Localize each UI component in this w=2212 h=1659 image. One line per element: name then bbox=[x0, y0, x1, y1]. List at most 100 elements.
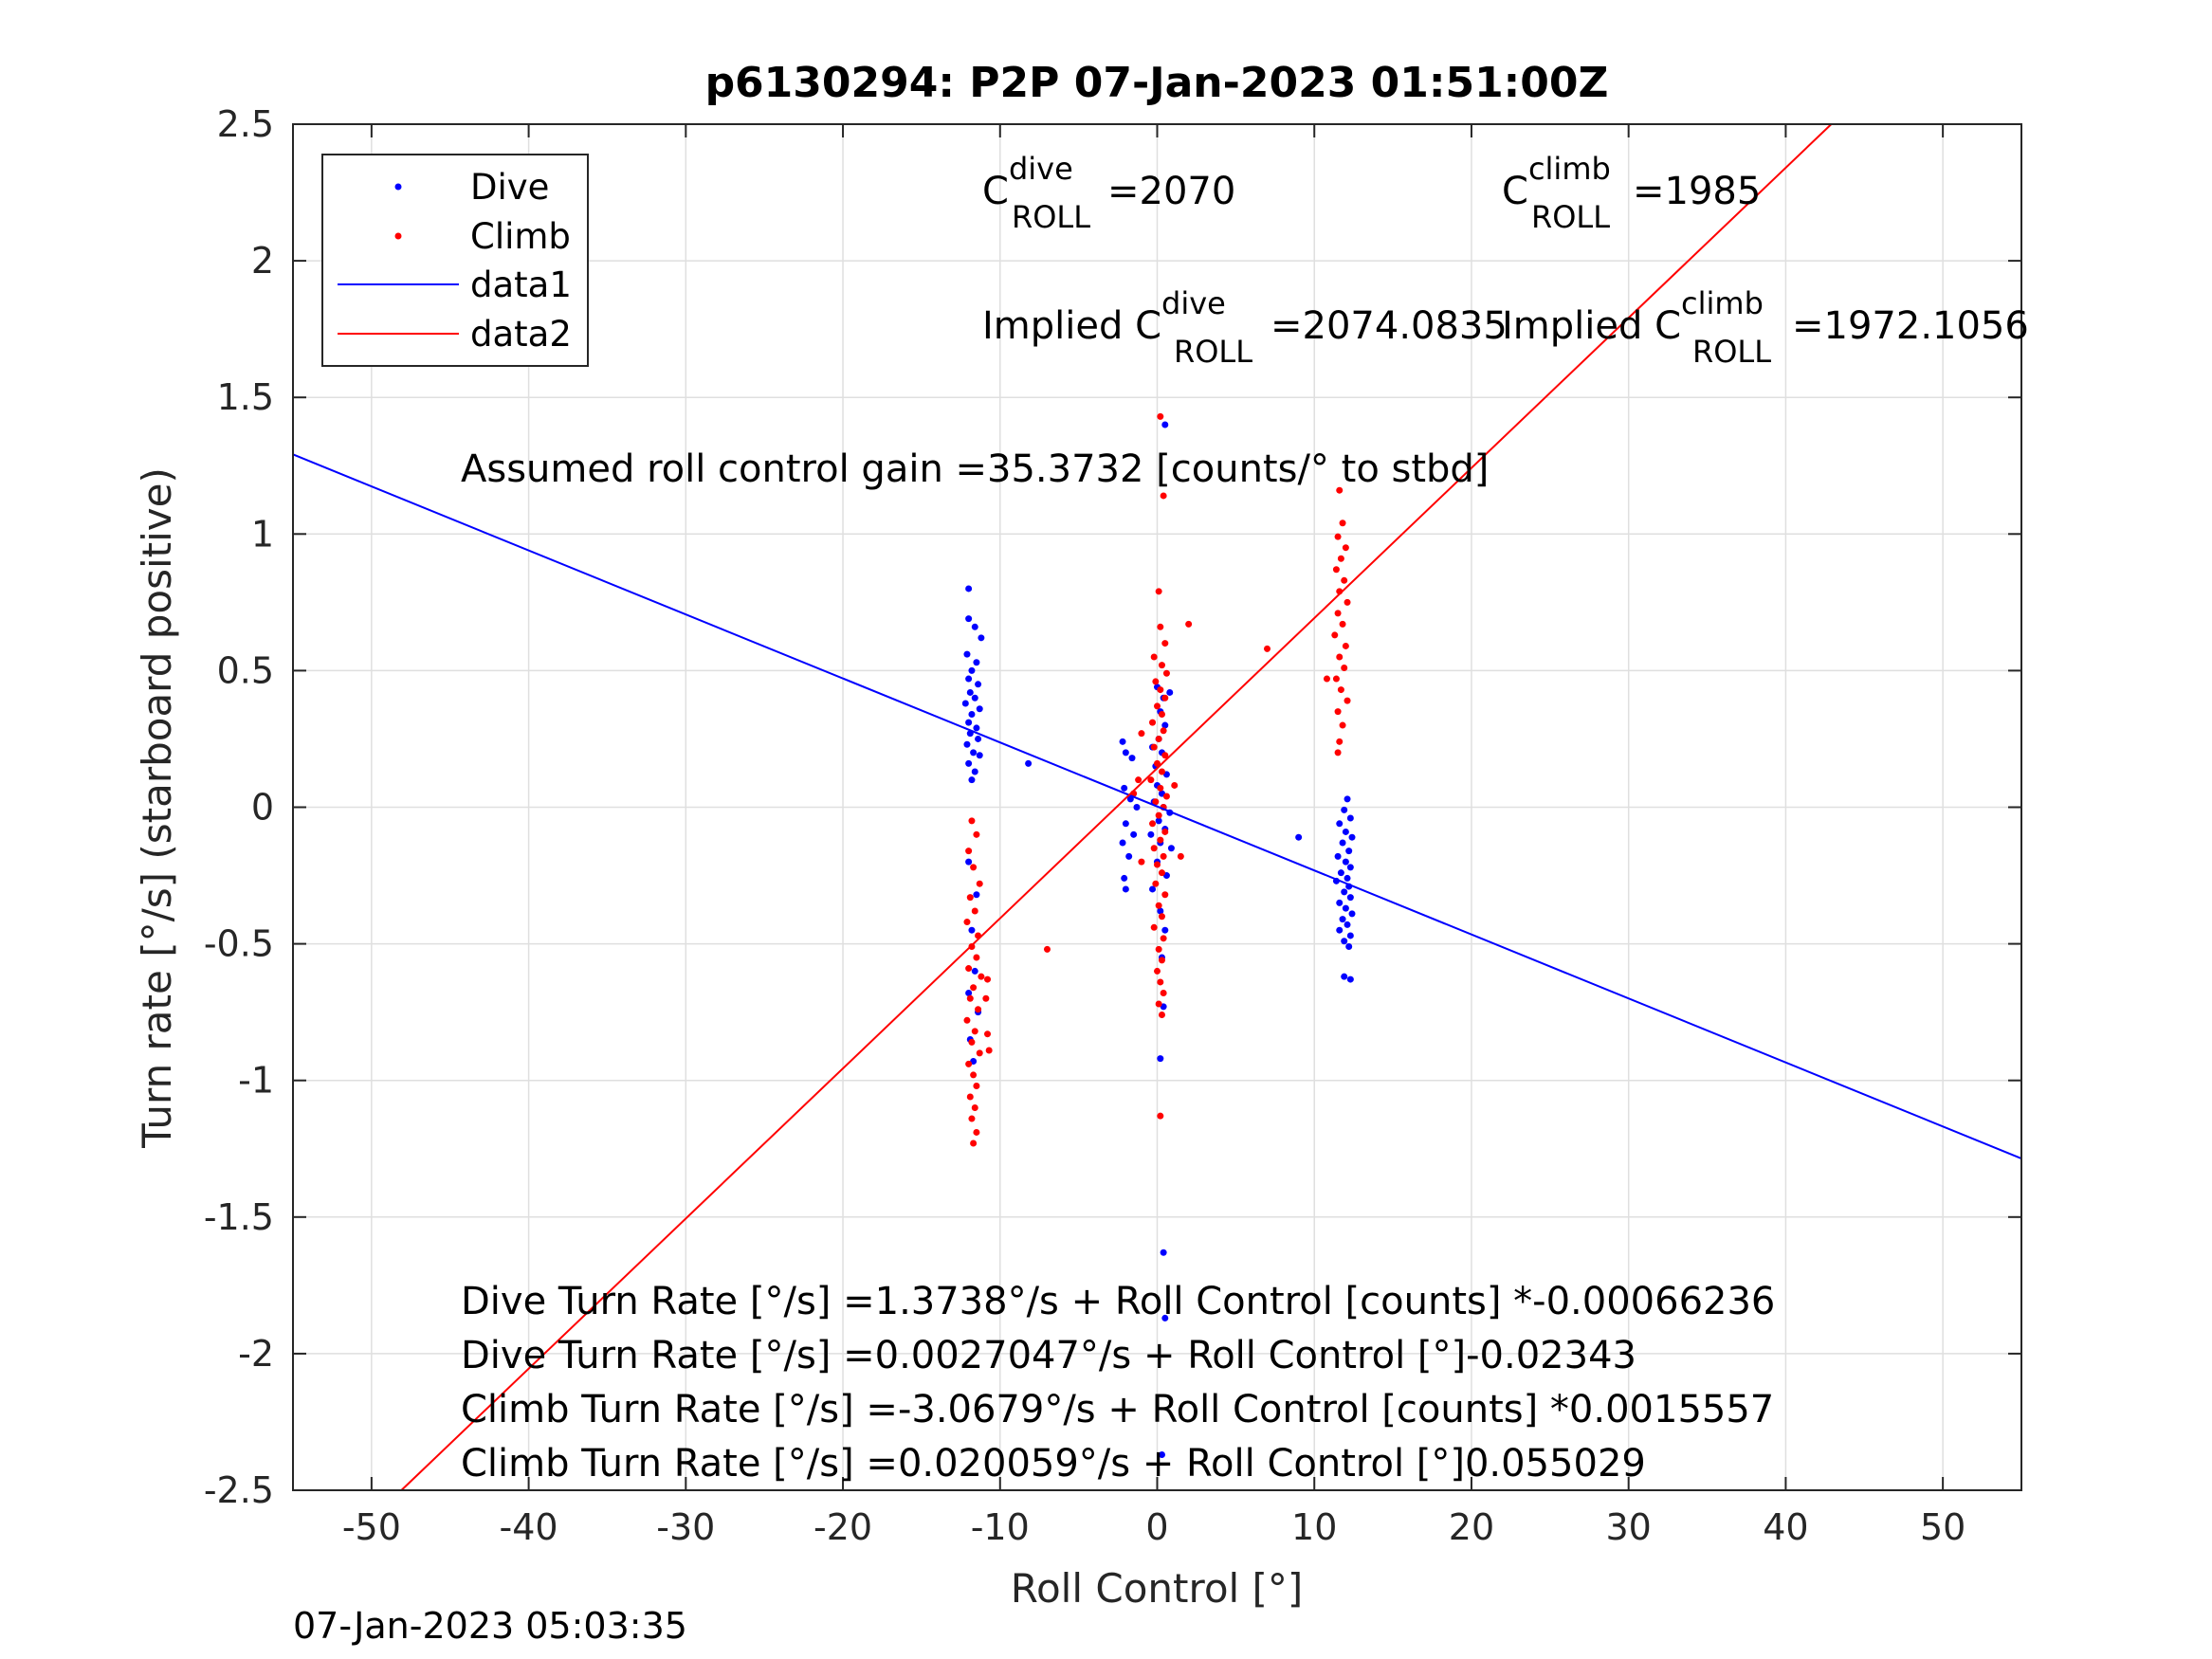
y-axis-label: Turn rate [°/s] (starboard positive) bbox=[134, 467, 180, 1149]
climb-point bbox=[1177, 852, 1184, 860]
dive-point bbox=[1341, 938, 1348, 945]
x-tick-label: 50 bbox=[1920, 1506, 1965, 1548]
climb-point bbox=[1332, 566, 1340, 574]
dive-point bbox=[1346, 814, 1354, 822]
dive-point bbox=[1157, 1055, 1164, 1063]
dive-point bbox=[1344, 795, 1351, 803]
climb-point bbox=[1138, 730, 1145, 738]
c-climb-value: =1985 bbox=[1633, 170, 1761, 213]
climb-point bbox=[1155, 588, 1162, 595]
climb-point bbox=[971, 1104, 978, 1112]
dive-point bbox=[973, 724, 980, 732]
dive-point bbox=[1122, 885, 1129, 893]
implied-dive-sup: dive bbox=[1161, 285, 1226, 321]
data2-fit-line bbox=[400, 123, 1833, 1491]
dive-point bbox=[1342, 904, 1349, 912]
dive-point bbox=[975, 735, 982, 742]
implied-dive-value: =2074.0835 bbox=[1271, 304, 1508, 348]
y-tick-label: 1 bbox=[251, 513, 274, 555]
climb-point bbox=[1152, 798, 1160, 806]
dive-point bbox=[970, 749, 978, 757]
climb-point bbox=[1160, 935, 1167, 942]
climb-point bbox=[1162, 669, 1170, 677]
dive-point bbox=[971, 623, 978, 630]
x-tick-label: -30 bbox=[656, 1506, 715, 1548]
x-tick-label: 10 bbox=[1291, 1506, 1337, 1548]
dive-point bbox=[965, 675, 973, 683]
dive-point bbox=[965, 989, 973, 996]
climb-point bbox=[1160, 989, 1167, 996]
dive-point bbox=[968, 776, 976, 784]
climb-point bbox=[1150, 743, 1158, 751]
dive-point bbox=[1025, 759, 1033, 767]
dive-point bbox=[1339, 839, 1346, 847]
y-tick-label: -1 bbox=[238, 1060, 274, 1102]
climb-point bbox=[976, 1049, 983, 1057]
climb-point bbox=[1339, 520, 1346, 527]
dive-point bbox=[1337, 869, 1344, 877]
dive-point bbox=[976, 752, 983, 759]
x-tick-label: -20 bbox=[814, 1506, 872, 1548]
x-tick-label: -50 bbox=[342, 1506, 401, 1548]
dive-point bbox=[1160, 1249, 1167, 1256]
climb-equation-degrees: Climb Turn Rate [°/s] =0.020059°/s + Rol… bbox=[461, 1442, 1646, 1486]
dive-point bbox=[1344, 874, 1351, 882]
dive-point bbox=[1346, 894, 1354, 902]
climb-point bbox=[1332, 675, 1340, 683]
climb-point bbox=[1160, 727, 1167, 735]
y-tick-label: 2 bbox=[251, 240, 274, 282]
climb-point bbox=[975, 1006, 982, 1013]
dive-point bbox=[1344, 921, 1351, 928]
climb-point bbox=[970, 984, 978, 992]
y-tick-label: -2.5 bbox=[204, 1469, 274, 1511]
data1-fit-line bbox=[292, 453, 2022, 1159]
legend-data2-label: data2 bbox=[470, 314, 572, 355]
climb-point bbox=[973, 1082, 980, 1089]
dive-point bbox=[1121, 874, 1128, 882]
dive-point bbox=[971, 768, 978, 775]
climb-point bbox=[970, 864, 978, 871]
climb-point bbox=[1157, 836, 1164, 844]
climb-point bbox=[1154, 759, 1161, 767]
climb-point bbox=[1161, 752, 1169, 759]
climb-point bbox=[1157, 1112, 1164, 1120]
y-tick-label: -1.5 bbox=[204, 1196, 274, 1238]
climb-point bbox=[1158, 768, 1165, 775]
climb-point bbox=[965, 965, 973, 973]
dive-point bbox=[1149, 885, 1157, 893]
dive-point bbox=[1346, 932, 1354, 939]
c-dive-sub: ROLL bbox=[1012, 199, 1090, 235]
dive-point bbox=[968, 926, 976, 934]
climb-point bbox=[1158, 711, 1165, 719]
dive-point bbox=[961, 700, 969, 707]
c-dive-sup: dive bbox=[1009, 151, 1073, 187]
y-tick-label: 0.5 bbox=[217, 649, 274, 691]
climb-point bbox=[1158, 1012, 1165, 1019]
legend-dive-marker bbox=[394, 183, 402, 191]
implied-climb-sup: climb bbox=[1681, 285, 1764, 321]
dive-point bbox=[1128, 755, 1136, 762]
climb-point bbox=[1155, 1000, 1162, 1008]
climb-point bbox=[965, 1060, 973, 1067]
climb-point bbox=[1161, 828, 1169, 835]
climb-point bbox=[976, 880, 983, 887]
climb-point bbox=[1334, 610, 1342, 617]
dive-point bbox=[1336, 926, 1344, 934]
legend-box bbox=[321, 154, 589, 367]
y-tick-label: -0.5 bbox=[204, 923, 274, 965]
dive-point bbox=[1346, 975, 1354, 983]
x-tick-label: -40 bbox=[500, 1506, 558, 1548]
climb-point bbox=[1147, 776, 1155, 784]
climb-point bbox=[1158, 662, 1165, 669]
climb-point bbox=[966, 894, 974, 902]
legend: Dive Climb data1 data2 bbox=[321, 154, 589, 367]
dive-point bbox=[1157, 907, 1164, 915]
climb-point bbox=[970, 1139, 978, 1147]
x-tick-label: 0 bbox=[1145, 1506, 1168, 1548]
climb-point bbox=[1323, 675, 1330, 683]
dive-point bbox=[965, 585, 973, 592]
climb-point bbox=[1342, 642, 1349, 649]
dive-point bbox=[965, 759, 973, 767]
dive-point bbox=[1342, 828, 1349, 835]
